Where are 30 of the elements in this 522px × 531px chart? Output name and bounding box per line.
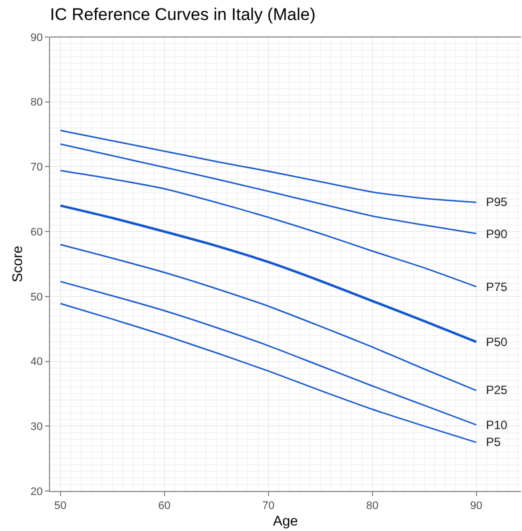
line-series: [60, 130, 477, 204]
y-tick-label: 30: [30, 420, 43, 433]
series-label: P95: [486, 195, 508, 209]
y-tick-label: 50: [30, 291, 43, 304]
line-series: [60, 170, 477, 288]
x-tick-label: 90: [470, 500, 482, 512]
line-series: [60, 302, 477, 444]
y-tick-label: 80: [30, 96, 43, 109]
y-tick-label: 90: [30, 32, 43, 44]
y-tick-label: 20: [30, 486, 43, 498]
y-tick-label: 70: [30, 162, 43, 174]
x-tick-label: 50: [54, 500, 67, 512]
series-label: P10: [486, 418, 508, 432]
series-label: P5: [486, 435, 502, 449]
chart-title: IC Reference Curves in Italy (Male): [50, 4, 316, 24]
line-series: [60, 143, 477, 234]
x-tick-label: 70: [262, 500, 274, 512]
series-label: P75: [486, 280, 508, 294]
y-tick-label: 40: [30, 356, 43, 368]
series-label: P50: [486, 335, 508, 349]
line-series: [59, 204, 478, 344]
x-tick-label: 80: [366, 500, 378, 512]
series-label: P25: [486, 383, 508, 397]
series-label: P90: [486, 227, 508, 241]
y-axis-title: Score: [9, 246, 26, 282]
line-series: [60, 244, 477, 392]
line-series: [60, 280, 477, 426]
x-tick-label: 60: [158, 500, 170, 512]
y-tick-label: 60: [30, 226, 43, 238]
x-axis-title: Age: [273, 512, 298, 528]
